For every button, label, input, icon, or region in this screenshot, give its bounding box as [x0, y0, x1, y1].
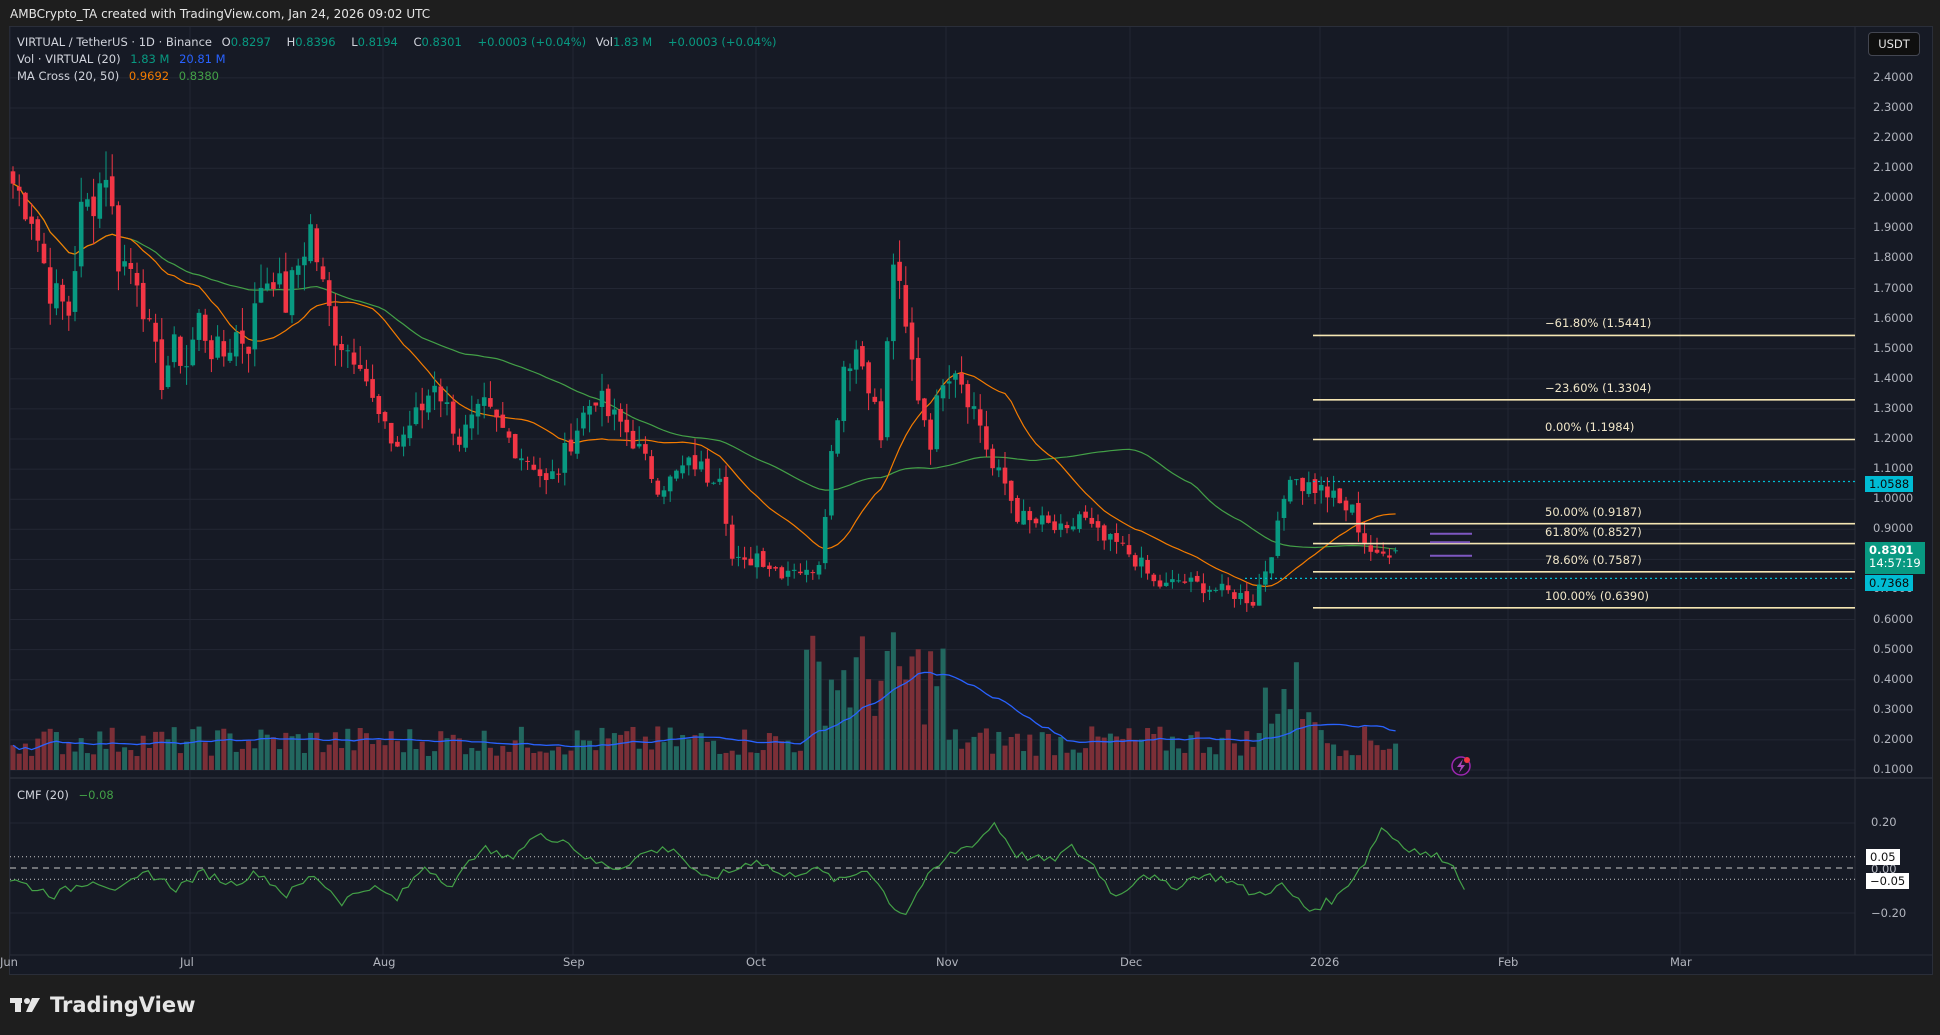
- price-axis-label: 2.1000: [1873, 160, 1914, 175]
- fib-level-label: −61.80% (1.5441): [1545, 316, 1652, 331]
- open-value: 0.8297: [230, 35, 271, 49]
- price-axis-label: 1.0000: [1873, 491, 1914, 506]
- fib-level-label: −23.60% (1.3304): [1545, 380, 1652, 395]
- time-axis-label: Feb: [1498, 955, 1519, 969]
- symbol-legend: VIRTUAL / TetherUS · 1D · Binance O0.829…: [17, 35, 777, 49]
- cmf-axis-zero: 0.00: [1871, 862, 1897, 876]
- symbol-title[interactable]: VIRTUAL / TetherUS · 1D · Binance: [17, 35, 212, 49]
- cmf-value: −0.08: [78, 788, 114, 802]
- cmf-lower-band-tag: −0.05: [1866, 873, 1910, 889]
- vol-value: 1.83 M: [613, 35, 653, 49]
- last-price-tag: 0.8301 14:57:19: [1865, 542, 1925, 574]
- bar-countdown: 14:57:19: [1869, 556, 1921, 570]
- price-axis-label: 1.7000: [1873, 280, 1914, 295]
- price-axis-label: 0.4000: [1873, 671, 1914, 686]
- high-value: 0.8396: [295, 35, 336, 49]
- price-axis-label: 2.4000: [1873, 69, 1914, 84]
- price-axis-label: 1.5000: [1873, 340, 1914, 355]
- cmf-upper-band-tag: 0.05: [1866, 849, 1900, 865]
- time-axis-label: Dec: [1120, 955, 1143, 969]
- ma-slow-value: 0.8380: [178, 69, 219, 83]
- cmf-legend[interactable]: CMF (20) −0.08: [17, 788, 120, 802]
- close-value: 0.8301: [421, 35, 462, 49]
- time-axis-label: Mar: [1670, 955, 1692, 969]
- price-axis-label: 1.8000: [1873, 250, 1914, 265]
- chart-attribution: AMBCrypto_TA created with TradingView.co…: [10, 7, 431, 21]
- chart-panel[interactable]: [9, 26, 1933, 975]
- volume-legend[interactable]: Vol · VIRTUAL (20) 1.83 M 20.81 M: [17, 52, 232, 66]
- change-value: +0.0003 (+0.04%): [477, 35, 587, 49]
- ma-indicator-title: MA Cross (20, 50): [17, 69, 120, 83]
- fib-level-label: 0.00% (1.1984): [1545, 420, 1635, 435]
- time-axis-label: 2026: [1310, 955, 1340, 969]
- tradingview-logo-icon: [10, 998, 40, 1012]
- time-axis-label: Jun: [0, 955, 18, 969]
- fib-level-label: 50.00% (0.9187): [1545, 504, 1642, 519]
- last-price: 0.8301: [1869, 543, 1914, 557]
- price-axis-label: 0.2000: [1873, 731, 1914, 746]
- cmf-axis-bottom: −0.20: [1871, 906, 1907, 920]
- cmf-axis-top: 0.20: [1871, 815, 1897, 829]
- price-axis-label: 2.0000: [1873, 190, 1914, 205]
- price-axis-label: 2.2000: [1873, 130, 1914, 145]
- price-axis-label: 1.4000: [1873, 370, 1914, 385]
- price-axis-label: 1.3000: [1873, 400, 1914, 415]
- price-axis-label: 0.5000: [1873, 641, 1914, 656]
- brand-name: TradingView: [50, 993, 196, 1017]
- price-axis-label: 0.9000: [1873, 521, 1914, 536]
- price-axis-label: 1.9000: [1873, 220, 1914, 235]
- cmf-indicator-title: CMF (20): [17, 788, 69, 802]
- price-axis-label: 0.6000: [1873, 611, 1914, 626]
- fib-level-label: 78.60% (0.7587): [1545, 552, 1642, 567]
- price-axis-label: 0.1000: [1873, 762, 1914, 776]
- vol-change-value: +0.0003 (+0.04%): [667, 35, 777, 49]
- volume-indicator-title: Vol · VIRTUAL (20): [17, 52, 121, 66]
- time-axis-label: Oct: [746, 955, 766, 969]
- currency-button[interactable]: USDT: [1868, 32, 1920, 56]
- price-axis-label: 1.1000: [1873, 461, 1914, 476]
- price-axis-label: 0.3000: [1873, 701, 1914, 716]
- time-axis-label: Jul: [180, 955, 194, 969]
- ma-fast-value: 0.9692: [128, 69, 170, 83]
- price-axis-label: 1.2000: [1873, 431, 1914, 445]
- price-axis-label: 2.3000: [1873, 100, 1914, 115]
- time-axis-label: Sep: [563, 955, 585, 969]
- resistance-price-tag: 1.0588: [1865, 476, 1914, 492]
- price-axis-label: 1.6000: [1873, 310, 1914, 325]
- support-price-tag: 0.7368: [1865, 575, 1914, 591]
- low-value: 0.8194: [357, 35, 398, 49]
- volume-value: 1.83 M: [130, 52, 170, 66]
- ma-cross-legend[interactable]: MA Cross (20, 50) 0.9692 0.8380: [17, 69, 225, 83]
- time-axis-label: Nov: [936, 955, 959, 969]
- fib-level-label: 100.00% (0.6390): [1545, 588, 1650, 603]
- tradingview-logo[interactable]: TradingView: [10, 993, 195, 1017]
- fib-level-label: 61.80% (0.8527): [1545, 524, 1642, 539]
- time-axis-label: Aug: [373, 955, 396, 969]
- volume-ma-value: 20.81 M: [179, 52, 226, 66]
